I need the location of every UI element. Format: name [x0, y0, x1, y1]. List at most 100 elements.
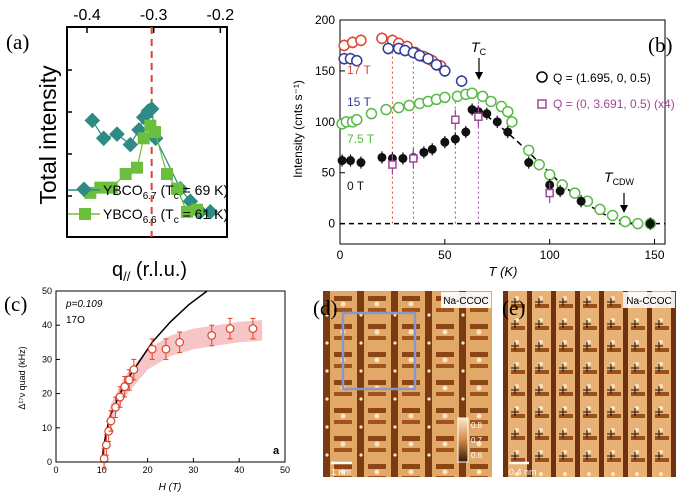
stm-title-d: Na-CCOC [443, 296, 489, 307]
c-xtick-label: 50 [280, 465, 290, 475]
panel-d: (d) Na-CCOC 0.8 0.7 0.6 1 nm [313, 291, 492, 477]
panel-b-frame [339, 19, 666, 245]
field-label-15t: 15 T [347, 95, 371, 109]
annotation-17o: 17O [66, 315, 85, 326]
b-point-open [506, 116, 518, 128]
panel-a: (a) -0.4 -0.3 -0.2 Total intensity q// (r.… [6, 7, 234, 284]
field-label-7-5t: 7.5 T [347, 132, 375, 146]
b-point-open [439, 91, 451, 104]
b-ytick-label: 0 [328, 217, 335, 231]
panel-label-e: (e) [502, 296, 525, 320]
legend-a-1: YBCO6.6 (Tc = 61 K) [103, 206, 228, 226]
b-point-open [351, 54, 363, 67]
tcdw-label: TCDW [604, 169, 635, 187]
c-point [106, 416, 116, 426]
scale-label-e: 0.4 nm [509, 467, 537, 477]
panel-b-plot [336, 32, 665, 230]
c-point [225, 324, 235, 334]
panel-a-xlabel: q// (r.l.u.) [112, 259, 187, 284]
a-point-square [181, 205, 193, 218]
b-ytick-label: 50 [322, 166, 336, 180]
b-point-filled [645, 219, 655, 229]
c-point [248, 324, 258, 334]
a-point-diamond [109, 126, 125, 142]
b-point-open [476, 90, 489, 103]
c-xtick-label: 20 [143, 465, 153, 475]
field-label-0t: 0 T [347, 179, 365, 193]
c-point [99, 454, 109, 463]
panel-c: (c) 0 10 20 30 40 50 0 10 20 30 40 50 p=0.109 17O a… [4, 286, 290, 493]
a-point-diamond [202, 204, 219, 220]
b-point-filled [337, 156, 347, 166]
b-point-square [474, 112, 483, 121]
b-point-filled [398, 153, 408, 163]
b-point-filled [503, 127, 513, 137]
b-point-open [355, 34, 367, 47]
stm-image-e [503, 291, 676, 477]
a-tick-label: -0.2 [207, 7, 235, 24]
c-point [175, 337, 185, 347]
panel-a-legend: YBCO6.7 (Tc = 69 K) YBCO6.6 (Tc = 61 K) [68, 181, 228, 226]
c-fit-curve [101, 290, 208, 463]
b-point-open [606, 209, 619, 222]
colorbar-tick-2: 0.6 [471, 451, 483, 460]
b-point-open [631, 217, 644, 230]
c-xtick-label: 0 [53, 465, 58, 475]
panel-label-c: (c) [4, 292, 27, 316]
b-point-filled [450, 134, 460, 144]
b-point-open [430, 59, 443, 71]
panel-label-a: (a) [6, 30, 29, 54]
c-point [161, 344, 171, 354]
c-ytick-label: 40 [42, 320, 52, 330]
panel-b-ylabel: Intensity (cnts s⁻¹) [291, 80, 305, 178]
colorbar [457, 417, 469, 463]
a-point-square [105, 181, 118, 194]
b-xtick-label: 100 [540, 248, 560, 262]
b-point-filled [419, 147, 429, 157]
b-point-open [439, 65, 451, 77]
a-tick-label: -0.3 [140, 7, 168, 24]
c-ytick-label: 20 [42, 389, 52, 399]
b-point-open [351, 114, 363, 126]
c-point [101, 440, 111, 450]
panel-c-xlabel: H (T) [159, 482, 182, 493]
colorbar-tick-1: 0.7 [471, 436, 483, 445]
annotation-p: p=0.109 [65, 299, 103, 310]
legend-open-circle-icon [536, 71, 548, 83]
panel-label-d: (d) [313, 296, 338, 320]
panel-e: (e) Na-CCOC 0.4 nm [502, 291, 676, 477]
panel-b-axes: 0 50 100 150 0 50 100 150 200 [315, 13, 665, 262]
b-point-open [619, 215, 631, 228]
b-ytick-label: 150 [315, 64, 335, 78]
panel-c-frame [55, 290, 286, 463]
b-point-open [594, 203, 606, 216]
panel-e-atom-markers [511, 298, 663, 460]
c-ytick-label: 50 [42, 286, 52, 296]
a-point-diamond [122, 136, 139, 153]
a-point-square [171, 182, 183, 195]
b-point-open [382, 42, 394, 55]
b-point-open [365, 107, 378, 120]
b-point-filled [345, 156, 355, 166]
b-point-filled [461, 127, 471, 137]
panel-a-top-ticks: -0.4 -0.3 -0.2 [67, 7, 235, 197]
c-point [207, 331, 217, 340]
b-ytick-label: 100 [315, 115, 335, 129]
a-point-square [161, 168, 173, 180]
c-point [120, 382, 130, 392]
b-xtick-label: 0 [337, 248, 344, 262]
c-ytick-label: 0 [47, 457, 52, 467]
b-point-open [533, 158, 545, 171]
b-point-filled [492, 117, 502, 127]
field-label-17t: 17 T [347, 63, 371, 77]
b-point-filled [356, 158, 366, 168]
b-point-filled [576, 196, 586, 206]
legend-open-square-icon [537, 99, 547, 109]
b-point-square [409, 154, 418, 163]
annotation-a: a [273, 445, 280, 457]
b-point-filled [427, 144, 437, 154]
b-point-open [380, 103, 392, 116]
a-point-square [119, 168, 132, 180]
b-point-filled [482, 109, 492, 119]
